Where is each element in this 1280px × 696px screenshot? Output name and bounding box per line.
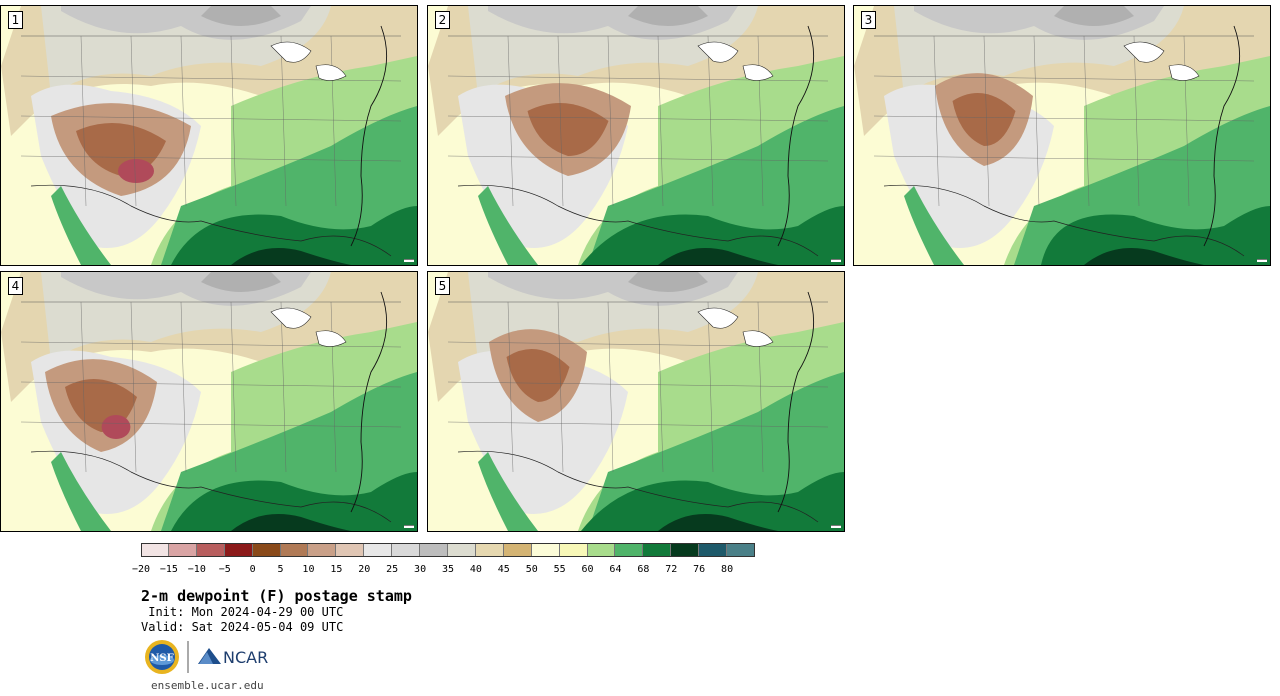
colorbar xyxy=(141,543,755,557)
panel-number: 5 xyxy=(435,277,450,295)
website: ensemble.ucar.edu xyxy=(151,679,264,692)
colorbar-swatch xyxy=(252,543,281,557)
colorbar-swatch xyxy=(615,543,644,557)
plot-title: 2-m dewpoint (F) postage stamp xyxy=(141,587,412,605)
colorbar-tick-label: 45 xyxy=(497,564,510,575)
colorbar-tick-label: 15 xyxy=(330,564,343,575)
colorbar-swatch xyxy=(503,543,532,557)
nsf-logo: NSF xyxy=(145,640,179,674)
colorbar-tick-label: 10 xyxy=(302,564,315,575)
colorbar-tick-label: 55 xyxy=(553,564,566,575)
map-panel-3: 3 xyxy=(853,5,1271,266)
dewpoint-map-1 xyxy=(1,6,417,265)
colorbar-tick-label: −15 xyxy=(159,564,178,575)
valid-time: Valid: Sat 2024-05-04 09 UTC xyxy=(141,620,344,634)
colorbar-tick-label: 25 xyxy=(386,564,399,575)
dewpoint-map-5 xyxy=(428,272,844,531)
colorbar-swatch xyxy=(727,543,755,557)
panel-number: 3 xyxy=(861,11,876,29)
colorbar-tick-label: −20 xyxy=(131,564,151,575)
colorbar-swatch xyxy=(168,543,197,557)
colorbar-swatch xyxy=(531,543,560,557)
colorbar-tick-label: 64 xyxy=(609,564,622,575)
panel-number: 2 xyxy=(435,11,450,29)
map-panel-1: 1 xyxy=(0,5,418,266)
dewpoint-map-3 xyxy=(854,6,1270,265)
colorbar-swatch xyxy=(392,543,421,557)
scale-mark xyxy=(831,259,841,262)
colorbar-tick-label: 5 xyxy=(277,564,284,575)
colorbar-swatch xyxy=(587,543,616,557)
colorbar-labels: −20 −15 −10 −5 0 5 10 15 20 25 30 35 40 45 50 55 60 64 68 7… xyxy=(132,564,781,578)
colorbar-tick-label: 20 xyxy=(358,564,371,575)
ncar-logo-text: NCAR xyxy=(223,648,268,667)
colorbar-tick-label: 76 xyxy=(693,564,706,575)
logos: NSF NCAR xyxy=(143,638,283,676)
map-panel-5: 5 xyxy=(427,271,845,532)
colorbar-swatch xyxy=(671,543,700,557)
colorbar-swatch xyxy=(448,543,476,557)
map-panel-2: 2 xyxy=(427,5,845,266)
colorbar-tick-label: 30 xyxy=(414,564,427,575)
colorbar-tick-label: 80 xyxy=(721,564,734,575)
colorbar-tick-label: 68 xyxy=(637,564,650,575)
scale-mark xyxy=(831,525,841,528)
colorbar-tick-label: 40 xyxy=(469,564,482,575)
colorbar-swatch xyxy=(224,543,253,557)
colorbar-swatch xyxy=(336,543,365,557)
scale-mark xyxy=(404,259,414,262)
init-time: Init: Mon 2024-04-29 00 UTC xyxy=(141,605,344,619)
panel-number: 1 xyxy=(8,11,23,29)
colorbar-swatch xyxy=(280,543,309,557)
panel-number: 4 xyxy=(8,277,23,295)
colorbar-swatch xyxy=(420,543,448,557)
scale-mark xyxy=(404,525,414,528)
dewpoint-map-4 xyxy=(1,272,417,531)
ncar-logo: NCAR xyxy=(198,648,268,667)
colorbar-swatch xyxy=(475,543,504,557)
colorbar-tick-label: −10 xyxy=(187,564,206,575)
colorbar-tick-label: 50 xyxy=(525,564,538,575)
colorbar-swatch xyxy=(196,543,225,557)
colorbar-tick-label: 35 xyxy=(441,564,455,575)
map-panel-4: 4 xyxy=(0,271,418,532)
colorbar-swatch xyxy=(308,543,337,557)
dewpoint-map-2 xyxy=(428,6,844,265)
colorbar-swatch xyxy=(141,543,169,557)
colorbar-swatch xyxy=(364,543,393,557)
colorbar-tick-label: 72 xyxy=(665,564,678,575)
colorbar-tick-label: 60 xyxy=(581,564,594,575)
scale-mark xyxy=(1257,259,1267,262)
colorbar-tick-label: −5 xyxy=(218,564,231,575)
colorbar-tick-label: 0 xyxy=(249,564,256,575)
colorbar-swatch xyxy=(559,543,588,557)
colorbar-swatch xyxy=(699,543,728,557)
nsf-logo-text: NSF xyxy=(150,653,173,664)
colorbar-swatch xyxy=(643,543,672,557)
